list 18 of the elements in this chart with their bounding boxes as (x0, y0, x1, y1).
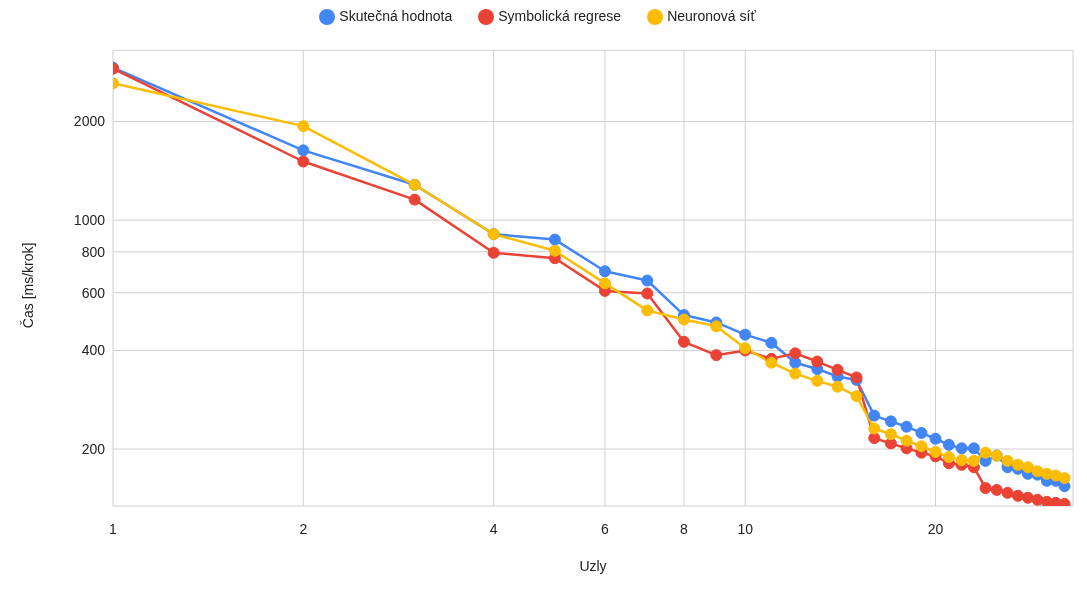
legend-label: Skutečná hodnota (339, 8, 453, 24)
legend-label: Symbolická regrese (498, 8, 622, 24)
y-tick-label: 2000 (73, 113, 106, 130)
y-tick-label: 600 (81, 284, 106, 301)
x-tick-label: 20 (927, 520, 944, 537)
x-tick-label: 6 (601, 520, 610, 537)
x-axis-title: Uzly (579, 558, 607, 574)
y-tick-label: 200 (81, 441, 106, 458)
x-tick-label: 10 (737, 520, 754, 537)
y-tick-label: 400 (81, 342, 106, 359)
x-tick-label: 4 (489, 520, 498, 537)
y-axis-title: Čas [ms/krok] (19, 242, 36, 329)
x-tick-label: 1 (109, 520, 118, 537)
y-tick-label: 800 (81, 243, 106, 260)
legend-label: Neuronová síť (667, 8, 756, 24)
y-tick-label: 1000 (73, 212, 106, 229)
x-tick-label: 8 (680, 520, 689, 537)
x-tick-label: 2 (299, 520, 308, 537)
